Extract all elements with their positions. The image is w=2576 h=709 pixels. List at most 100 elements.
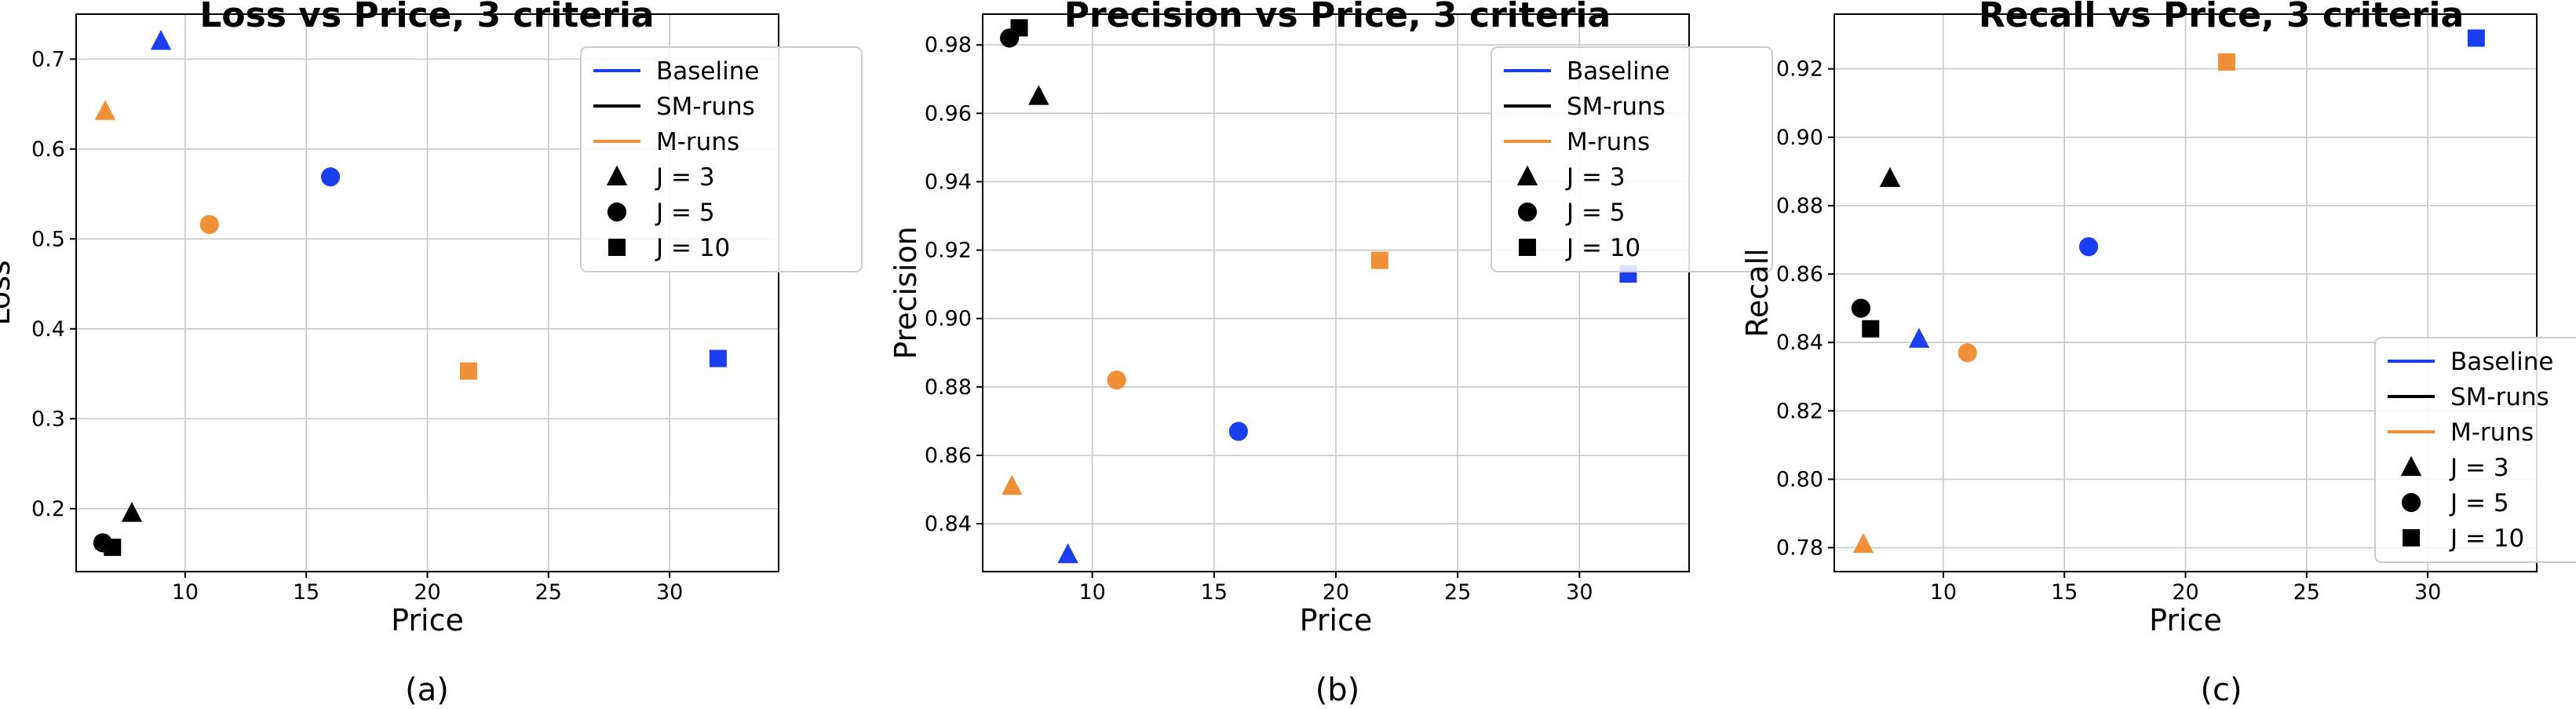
- y-tick-label: 0.92: [925, 239, 972, 263]
- x-tick-label: 15: [293, 580, 319, 605]
- y-tick-label: 0.4: [31, 317, 65, 342]
- y-tick-label: 0.88: [1776, 194, 1823, 218]
- legend-item: Baseline: [2388, 348, 2553, 376]
- chart-panel-3: 10 15 20 25 30 0.78 0.80 0.82 0.84 0.86 0.88 0.90 0.…: [1740, 0, 2576, 708]
- data-point-m-j3: [94, 100, 116, 120]
- y-tick-label: 0.90: [925, 307, 972, 331]
- legend-item: M-runs: [1504, 128, 1650, 156]
- x-tick-label: 30: [656, 580, 683, 605]
- y-tick-label: 0.2: [31, 497, 65, 521]
- legend-label: J = 3: [1565, 163, 1626, 192]
- legend-label: J = 3: [655, 163, 715, 192]
- data-point-m-j10: [2217, 53, 2235, 71]
- legend: Baseline SM-runs M-runs J = 3 J = 5 J = 10: [2374, 337, 2576, 563]
- x-tick-label: 10: [172, 580, 199, 605]
- data-point-baseline-j5: [320, 167, 341, 187]
- legend-item: J = 3: [1516, 163, 1626, 192]
- data-point-baseline-j3: [150, 30, 172, 50]
- data-point-sm-j10: [104, 539, 122, 557]
- legend-item: M-runs: [2388, 418, 2534, 447]
- legend-label: SM-runs: [2450, 383, 2549, 411]
- x-tick-label: 25: [1444, 580, 1471, 605]
- y-tick-label: 0.84: [1776, 331, 1823, 355]
- y-axis-label: Precision: [888, 226, 923, 360]
- legend-item: J = 10: [1519, 234, 1640, 262]
- x-tick-label: 25: [535, 580, 562, 605]
- legend-marker-square: [2403, 529, 2420, 546]
- data-point-sm-j3: [121, 502, 143, 522]
- data-point-m-j3: [1002, 474, 1023, 495]
- legend-label: J = 10: [655, 234, 730, 262]
- legend-marker-square: [608, 239, 626, 256]
- chart-panel-2: 10 15 20 25 30 0.84 0.86 0.88 0.90 0.92 0.94 0.96 0.…: [888, 0, 1773, 708]
- x-tick-label: 10: [1930, 580, 1957, 605]
- data-point-baseline-j5: [1228, 422, 1248, 441]
- data-point-baseline-j3: [1908, 327, 1930, 348]
- legend-marker-circle: [2401, 492, 2421, 513]
- x-tick-label: 20: [414, 580, 440, 605]
- y-tick-label: 0.80: [1776, 467, 1823, 492]
- data-point-m-j5: [1107, 370, 1126, 390]
- legend-label: J = 5: [2449, 489, 2509, 517]
- y-tick-label: 0.7: [31, 47, 65, 71]
- legend-label: J = 5: [655, 199, 715, 227]
- legend-marker-triangle: [2400, 455, 2422, 477]
- legend-marker-triangle: [1516, 165, 1538, 186]
- x-tick-label: 30: [2414, 580, 2441, 605]
- y-tick-label: 0.86: [1776, 262, 1823, 287]
- legend-box: [1491, 46, 1773, 272]
- data-point-baseline-j5: [2078, 237, 2099, 257]
- legend-label: Baseline: [1567, 57, 1669, 86]
- data-point-baseline-j10: [709, 349, 727, 367]
- data-point-sm-j10: [1862, 320, 1880, 338]
- legend-label: M-runs: [1567, 128, 1650, 156]
- data-point-sm-j3: [1879, 166, 1901, 188]
- legend-box: [2374, 337, 2576, 563]
- y-tick-label: 0.96: [925, 101, 972, 126]
- subfigure-caption: (b): [1315, 672, 1360, 708]
- data-point-m-j10: [459, 362, 477, 380]
- x-tick-label: 20: [2172, 580, 2198, 605]
- legend-item: SM-runs: [593, 93, 755, 121]
- data-point-baseline-j3: [1057, 543, 1078, 564]
- data-point-m-j3: [1852, 532, 1874, 554]
- legend-label: M-runs: [656, 128, 739, 156]
- data-point-m-j5: [1958, 343, 1977, 363]
- legend: Baseline SM-runs M-runs J = 3 J = 5 J = 10: [1491, 46, 1773, 272]
- legend-marker-circle: [607, 202, 627, 222]
- legend-item: Baseline: [593, 57, 759, 86]
- y-tick-label: 0.78: [1776, 536, 1823, 561]
- legend-item: J = 10: [608, 234, 730, 262]
- legend-item: J = 5: [2401, 489, 2509, 517]
- x-tick-label: 25: [2293, 580, 2320, 605]
- legend-label: J = 10: [2449, 524, 2524, 553]
- legend-label: M-runs: [2450, 418, 2534, 447]
- y-tick-label: 0.82: [1776, 399, 1823, 423]
- legend-label: J = 10: [1565, 234, 1640, 262]
- y-tick-label: 0.84: [925, 512, 972, 536]
- y-tick-label: 0.92: [1776, 57, 1823, 82]
- subfigure-caption: (a): [405, 672, 449, 708]
- data-point-baseline-j10: [2467, 29, 2485, 47]
- data-point-m-j10: [1370, 251, 1388, 269]
- y-tick-label: 0.88: [925, 375, 972, 400]
- legend-label: Baseline: [656, 57, 759, 86]
- y-tick-label: 0.94: [925, 170, 972, 194]
- x-axis-label: Price: [1300, 603, 1373, 638]
- y-axis-label: Loss: [0, 260, 16, 325]
- x-tick-label: 20: [1323, 580, 1349, 605]
- legend-item: J = 3: [2400, 454, 2509, 482]
- x-tick-label: 30: [1566, 580, 1593, 605]
- y-tick-label: 0.5: [31, 227, 65, 251]
- legend-item: M-runs: [593, 128, 739, 156]
- y-tick-label: 0.98: [925, 33, 972, 57]
- x-tick-label: 15: [1201, 580, 1228, 605]
- chart-title: Precision vs Price, 3 criteria: [1064, 0, 1611, 35]
- legend-item: Baseline: [1504, 57, 1669, 86]
- legend-item: J = 3: [606, 163, 715, 192]
- x-tick-label: 15: [2051, 580, 2078, 605]
- data-point-sm-j3: [1028, 85, 1049, 105]
- legend-item: J = 10: [2403, 524, 2524, 553]
- legend-item: SM-runs: [2388, 383, 2549, 411]
